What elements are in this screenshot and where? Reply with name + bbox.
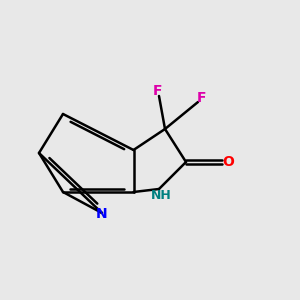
- Text: F: F: [197, 91, 206, 104]
- Text: N: N: [96, 208, 108, 221]
- Text: NH: NH: [151, 189, 172, 202]
- Text: F: F: [153, 85, 162, 98]
- Text: O: O: [223, 155, 235, 169]
